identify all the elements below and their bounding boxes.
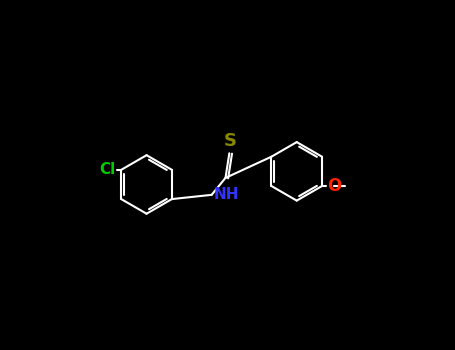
Text: Cl: Cl <box>99 162 115 177</box>
Text: S: S <box>223 132 237 150</box>
Text: NH: NH <box>213 187 239 202</box>
Text: O: O <box>327 177 341 195</box>
